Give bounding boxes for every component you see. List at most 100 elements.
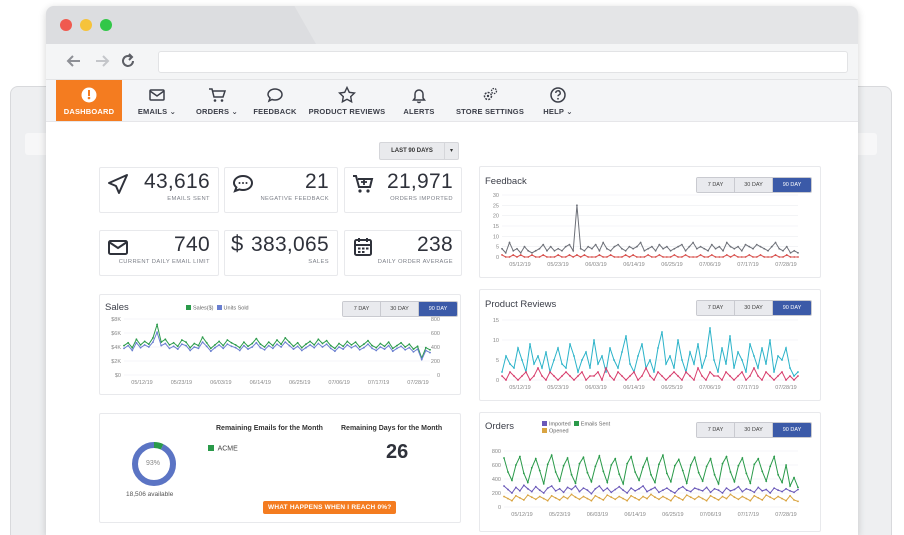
data-point xyxy=(774,254,777,256)
range-7-day[interactable]: 7 DAY xyxy=(343,302,381,316)
range-30-day[interactable]: 30 DAY xyxy=(735,423,773,437)
nav-product-reviews[interactable]: PRODUCT REVIEWS xyxy=(304,80,390,121)
data-point xyxy=(681,469,684,472)
data-point xyxy=(534,498,537,501)
nav-alerts[interactable]: ALERTS xyxy=(394,80,444,121)
nav-store-settings[interactable]: STORE SETTINGS xyxy=(450,80,530,121)
legend-swatch-opened xyxy=(542,427,547,433)
sales-chart-card: Sales Sales($) Units Sold 7 DAY 30 DAY 9… xyxy=(99,294,461,395)
stat-value: 21,971 xyxy=(386,170,453,193)
limit-info-button[interactable]: WHAT HAPPENS WHEN I REACH 0%? xyxy=(263,501,397,514)
data-point xyxy=(793,375,795,377)
nav-feedback[interactable]: FEEDBACK xyxy=(248,80,302,121)
data-point xyxy=(424,346,427,349)
data-point xyxy=(763,247,766,250)
data-point xyxy=(542,483,545,485)
data-point xyxy=(717,483,720,485)
data-point xyxy=(737,464,740,467)
data-point xyxy=(689,490,692,493)
data-point xyxy=(234,346,237,349)
data-point xyxy=(638,487,640,490)
data-point xyxy=(740,256,743,258)
main-nav: DASHBOARD EMAILS ⌄ ORDERS ⌄ FEEDBACK PRO… xyxy=(46,80,858,122)
back-arrow-icon[interactable] xyxy=(64,52,84,72)
reload-icon[interactable] xyxy=(118,52,138,72)
data-point xyxy=(156,331,158,334)
data-point xyxy=(614,488,617,491)
data-point xyxy=(763,256,766,258)
maximize-window-button[interactable] xyxy=(100,19,112,31)
data-point xyxy=(230,345,233,348)
range-90-day[interactable]: 90 DAY xyxy=(773,178,811,192)
data-point xyxy=(139,344,142,346)
data-point xyxy=(598,455,601,457)
data-point xyxy=(522,499,525,501)
data-point xyxy=(621,375,623,377)
nav-orders[interactable]: ORDERS ⌄ xyxy=(188,80,246,121)
close-window-button[interactable] xyxy=(60,19,72,31)
data-point xyxy=(135,338,138,341)
data-point xyxy=(680,256,683,258)
data-point xyxy=(280,343,283,346)
range-90-day[interactable]: 90 DAY xyxy=(419,302,457,316)
data-point xyxy=(550,494,553,497)
x-tick-label: 07/06/19 xyxy=(699,262,720,268)
address-bar[interactable] xyxy=(158,51,848,73)
data-point xyxy=(296,341,299,344)
legend-swatch-units xyxy=(216,305,222,310)
data-point xyxy=(797,251,799,254)
range-7-day[interactable]: 7 DAY xyxy=(697,423,735,437)
data-point xyxy=(673,254,676,256)
data-point xyxy=(785,245,788,248)
range-90-day[interactable]: 90 DAY xyxy=(773,423,811,437)
data-point xyxy=(701,367,703,369)
data-point xyxy=(387,341,390,343)
data-point xyxy=(654,486,656,489)
data-point xyxy=(778,247,781,250)
data-point xyxy=(697,488,700,491)
data-point xyxy=(507,488,509,491)
y2-tick-label: 200 xyxy=(431,359,440,365)
x-tick-label: 07/28/19 xyxy=(775,385,796,391)
range-30-day[interactable]: 30 DAY xyxy=(381,302,419,316)
data-point xyxy=(714,247,717,250)
data-point xyxy=(641,375,643,377)
data-point xyxy=(749,489,752,492)
range-7-day[interactable]: 7 DAY xyxy=(697,301,735,315)
data-point xyxy=(680,243,683,246)
forward-arrow-icon[interactable] xyxy=(92,52,112,72)
data-point xyxy=(218,340,221,343)
data-point xyxy=(566,486,569,489)
range-90-day[interactable]: 90 DAY xyxy=(773,301,811,315)
data-point xyxy=(123,347,125,350)
data-point xyxy=(753,355,755,357)
data-point xyxy=(523,256,526,258)
data-point xyxy=(317,338,320,341)
nav-dashboard[interactable]: DASHBOARD xyxy=(56,80,122,121)
data-point xyxy=(785,379,787,381)
data-point xyxy=(309,344,311,346)
data-point xyxy=(685,494,688,496)
data-point xyxy=(578,498,581,501)
date-range-dropdown[interactable]: LAST 90 DAYS ▾ xyxy=(379,142,459,160)
data-point xyxy=(774,241,777,244)
nav-emails[interactable]: EMAILS ⌄ xyxy=(128,80,186,121)
paper-plane-icon xyxy=(108,174,128,194)
cart-plus-icon xyxy=(353,175,374,193)
data-point xyxy=(761,499,764,501)
x-tick-label: 06/14/19 xyxy=(250,380,271,386)
data-point xyxy=(695,256,698,258)
nav-help[interactable]: HELP ⌄ xyxy=(536,80,580,121)
range-7-day[interactable]: 7 DAY xyxy=(697,178,735,192)
data-point xyxy=(123,344,125,347)
range-30-day[interactable]: 30 DAY xyxy=(735,301,773,315)
nav-label: EMAILS ⌄ xyxy=(137,106,177,116)
x-tick-label: 06/25/19 xyxy=(289,380,310,386)
legend-sent: Emails Sent xyxy=(580,421,611,428)
data-point xyxy=(721,492,724,494)
minimize-window-button[interactable] xyxy=(80,19,92,31)
data-point xyxy=(518,490,521,492)
y-tick-label: 0 xyxy=(496,378,499,384)
range-30-day[interactable]: 30 DAY xyxy=(735,178,773,192)
data-point xyxy=(358,346,361,348)
